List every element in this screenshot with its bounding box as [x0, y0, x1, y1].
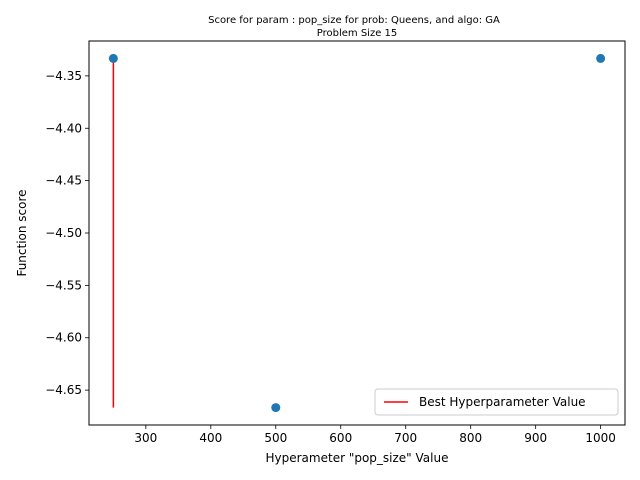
y-tick-label: −4.65 [45, 383, 82, 397]
scatter-point [271, 403, 281, 413]
y-tick-label: −4.40 [45, 121, 82, 135]
x-tick-label: 300 [134, 431, 157, 445]
y-tick-label: −4.60 [45, 331, 82, 345]
chart-subtitle: Problem Size 15 [317, 28, 398, 39]
x-tick-label: 400 [199, 431, 222, 445]
y-tick-label: −4.45 [45, 174, 82, 188]
y-axis-ticks: −4.35 −4.40 −4.45 −4.50 −4.55 −4.60 −4.65 [45, 69, 89, 397]
y-tick-label: −4.35 [45, 69, 82, 83]
x-tick-label: 900 [524, 431, 547, 445]
x-axis-ticks: 300 400 500 600 700 800 900 1000 [134, 425, 616, 445]
y-axis-label: Function score [15, 189, 29, 276]
x-tick-label: 500 [264, 431, 287, 445]
legend-label: Best Hyperparameter Value [419, 395, 586, 409]
plot-frame [88, 40, 626, 426]
y-tick-label: −4.50 [45, 226, 82, 240]
scatter-point [108, 53, 118, 63]
legend: Best Hyperparameter Value [374, 388, 619, 416]
legend-box [374, 388, 619, 416]
x-tick-label: 1000 [585, 431, 616, 445]
series-layer [108, 53, 606, 413]
chart-title: Score for param : pop_size for prob: Que… [208, 15, 500, 26]
scatter-point [596, 53, 606, 63]
x-axis-label: Hyperameter "pop_size" Value [266, 451, 449, 465]
x-tick-label: 600 [329, 431, 352, 445]
x-tick-label: 700 [394, 431, 417, 445]
y-tick-label: −4.55 [45, 278, 82, 292]
x-tick-label: 800 [459, 431, 482, 445]
